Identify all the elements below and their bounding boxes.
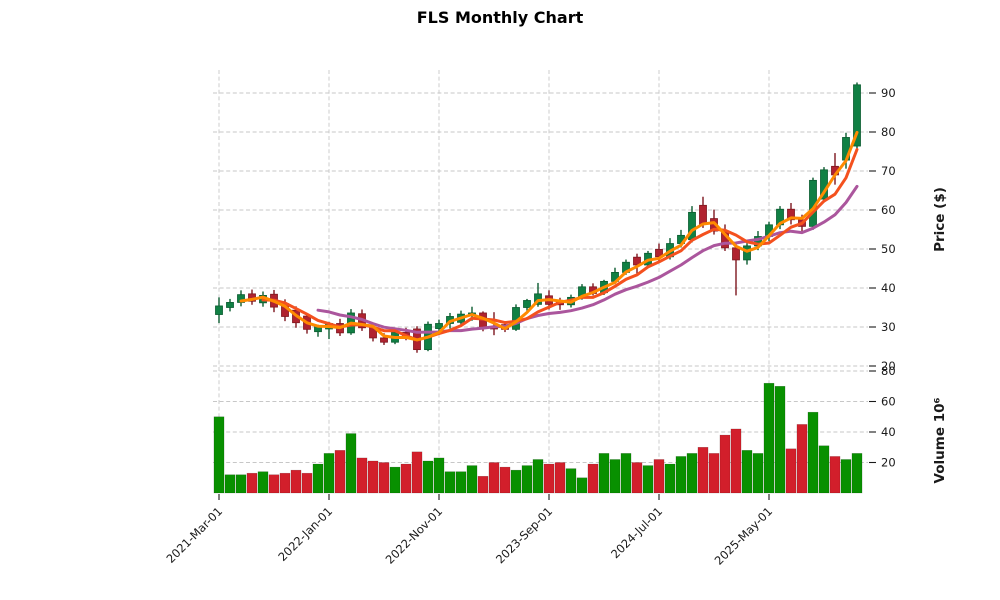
volume-axis-label: Volume 10⁶	[932, 397, 948, 483]
volume-bar	[620, 453, 632, 494]
volume-bar	[785, 448, 797, 494]
volume-bar	[312, 463, 324, 494]
price-tick-label: 80	[881, 125, 896, 139]
volume-bar	[510, 469, 522, 494]
volume-bar	[741, 450, 753, 494]
volume-bar	[356, 457, 368, 494]
price-tick-label: 50	[881, 242, 896, 256]
volume-bar	[279, 472, 291, 494]
date-tick-label: 2021-Mar-01	[163, 504, 225, 566]
volume-bar	[213, 416, 225, 494]
date-tick-label: 2022-Nov-01	[383, 504, 445, 566]
volume-bar	[642, 465, 654, 494]
volume-bars	[213, 382, 863, 494]
volume-bar	[521, 465, 533, 494]
volume-bar	[246, 472, 258, 494]
volume-bar	[565, 468, 577, 494]
volume-bar	[774, 386, 786, 494]
volume-bar	[400, 463, 412, 494]
volume-bar	[444, 471, 456, 494]
volume-bar	[631, 462, 643, 494]
volume-bar	[389, 466, 401, 494]
volume-bar	[796, 424, 808, 494]
chart-title: FLS Monthly Chart	[416, 8, 584, 27]
volume-bar	[345, 433, 357, 494]
candle-body	[215, 305, 223, 315]
volume-bar	[433, 457, 445, 494]
volume-bar	[708, 453, 720, 494]
volume-bar	[675, 456, 687, 494]
volume-bar	[763, 382, 775, 494]
volume-bar	[257, 471, 269, 494]
ma-line-3	[239, 130, 859, 342]
volume-bar	[422, 460, 434, 494]
volume-bar	[719, 434, 731, 494]
volume-bar	[499, 466, 511, 494]
volume-bar	[323, 453, 335, 494]
volume-bar	[268, 474, 280, 494]
volume-bar	[752, 453, 764, 494]
volume-bar	[851, 453, 863, 494]
axis-ticks	[218, 92, 876, 500]
volume-bar	[730, 428, 742, 494]
volume-bar	[653, 459, 665, 494]
volume-bar	[224, 474, 236, 494]
volume-bar	[466, 465, 478, 494]
volume-bar	[411, 451, 423, 494]
volume-bar	[367, 460, 379, 494]
volume-bar	[554, 462, 566, 494]
volume-bar	[697, 447, 709, 494]
volume-tick-label: 40	[881, 425, 896, 439]
volume-bar	[576, 477, 588, 494]
candle-body	[380, 337, 388, 343]
price-tick-label: 60	[881, 203, 896, 217]
candle-body	[435, 323, 443, 329]
candle-body	[787, 208, 795, 221]
price-axis-label: Price ($)	[932, 187, 948, 252]
volume-bar	[477, 475, 489, 494]
price-tick-label: 20	[881, 359, 896, 373]
volume-bar	[664, 463, 676, 494]
volume-tick-label: 80	[881, 364, 896, 378]
volume-bar	[609, 459, 621, 494]
volume-bar	[829, 456, 841, 494]
date-tick-label: 2024-Jul-01	[608, 504, 665, 561]
date-tick-label: 2022-Jan-01	[275, 504, 335, 564]
volume-bar	[378, 462, 390, 494]
candle-body	[523, 300, 531, 308]
price-tick-label: 40	[881, 281, 896, 295]
volume-bar	[235, 474, 247, 494]
volume-bar	[455, 471, 467, 494]
volume-bar	[290, 469, 302, 494]
volume-bar	[686, 453, 698, 494]
price-tick-label: 30	[881, 320, 896, 334]
volume-tick-label: 20	[881, 456, 896, 470]
volume-bar	[587, 463, 599, 494]
price-tick-label: 70	[881, 164, 896, 178]
volume-bar	[488, 462, 500, 494]
volume-bar	[334, 450, 346, 494]
candle-body	[699, 204, 707, 225]
price-tick-label: 90	[881, 86, 896, 100]
candle-body	[853, 84, 861, 147]
candle-body	[226, 302, 234, 308]
volume-bar	[598, 453, 610, 494]
volume-bar	[532, 459, 544, 494]
volume-tick-label: 60	[881, 395, 896, 409]
volume-bar	[840, 459, 852, 494]
candle-body	[743, 245, 751, 261]
candle-body	[732, 247, 740, 261]
date-tick-label: 2025-May-01	[712, 504, 775, 567]
volume-bar	[807, 411, 819, 494]
volume-bar	[818, 445, 830, 494]
volume-bar	[543, 463, 555, 494]
date-tick-label: 2023-Sep-01	[493, 504, 555, 566]
volume-bar	[301, 472, 313, 494]
ma-line-10	[316, 184, 859, 334]
